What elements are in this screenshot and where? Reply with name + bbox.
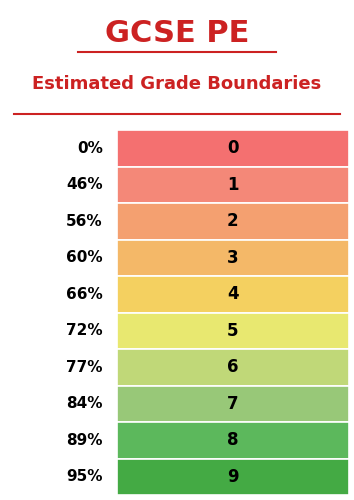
Bar [117,458,349,495]
Bar [117,240,349,276]
Text: GCSE PE: GCSE PE [105,20,249,48]
Bar [117,386,349,422]
Text: 2: 2 [227,212,239,230]
Text: 4: 4 [227,285,239,303]
Text: 66%: 66% [66,287,103,302]
Text: 8: 8 [227,431,239,449]
Text: 60%: 60% [66,250,103,265]
Text: 7: 7 [227,395,239,413]
Point [76,49,80,55]
Text: 89%: 89% [66,432,103,448]
Text: 77%: 77% [66,360,103,375]
Bar [117,203,349,239]
Point [274,49,278,55]
Bar [117,276,349,312]
Text: 5: 5 [227,322,239,340]
Text: 46%: 46% [66,178,103,192]
Bar [117,130,349,166]
Text: 9: 9 [227,468,239,486]
Text: 72%: 72% [66,324,103,338]
Bar [117,312,349,349]
Text: 6: 6 [227,358,239,376]
Text: 3: 3 [227,248,239,267]
Text: 56%: 56% [66,214,103,229]
Bar [117,349,349,386]
Text: 1: 1 [227,176,239,194]
Bar [117,166,349,203]
Text: 84%: 84% [66,396,103,411]
Text: 0%: 0% [77,141,103,156]
Text: 0: 0 [227,139,239,157]
Text: Estimated Grade Boundaries: Estimated Grade Boundaries [32,76,322,94]
Bar [117,422,349,459]
Text: 95%: 95% [66,469,103,484]
